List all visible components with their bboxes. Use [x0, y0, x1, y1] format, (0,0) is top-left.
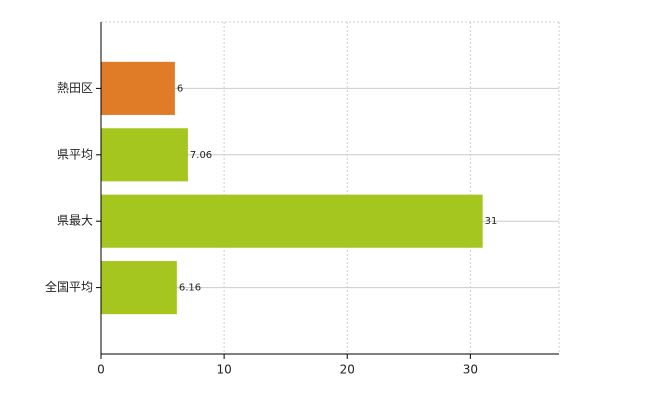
value-label: 7.06 [190, 150, 212, 161]
x-tick-label: 20 [340, 363, 355, 377]
bar [101, 128, 188, 182]
y-tick-label: 県最大 [57, 214, 93, 228]
bar [101, 194, 483, 248]
value-label: 31 [485, 216, 498, 227]
x-tick-label: 0 [97, 363, 105, 377]
x-tick-label: 30 [463, 363, 478, 377]
bar [101, 261, 177, 315]
y-tick-label: 県平均 [57, 147, 93, 161]
y-tick-label: 熱田区 [57, 81, 93, 95]
bar [101, 61, 175, 115]
value-label: 6.16 [179, 283, 201, 294]
x-tick-label: 10 [216, 363, 231, 377]
y-tick-label: 全国平均 [45, 279, 93, 294]
value-label: 6 [177, 83, 183, 94]
